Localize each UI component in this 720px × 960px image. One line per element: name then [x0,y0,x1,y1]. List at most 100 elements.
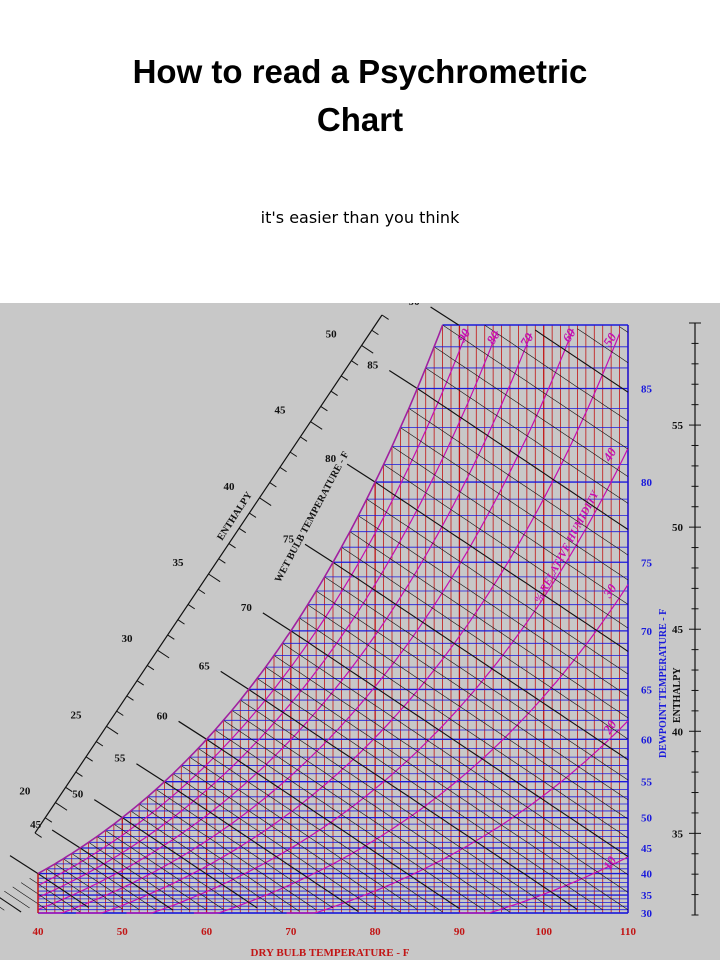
drybulb-tick-label: 90 [454,926,466,938]
enthalpy-tick-label-right: 50 [672,522,684,534]
rh-label: 80 [483,327,503,346]
enthalpy-tick-label-right: 35 [672,828,684,840]
wetbulb-tick-label: 55 [114,753,126,765]
rh-curve [37,328,469,887]
enthalpy-tick [75,771,83,777]
dewpoint-tick-label: 50 [641,813,653,825]
wetbulb-line [155,789,334,909]
wetbulb-line [4,890,30,909]
rh-curve [193,584,629,914]
wetbulb-line [408,408,629,556]
wetbulb-line [315,590,629,801]
wetbulb-tick-label: 50 [72,789,84,801]
rh-label: 70 [517,330,537,349]
page-title: How to read a Psychrometric Chart [0,48,720,144]
wetbulb-line [374,481,629,652]
wetbulb-line [138,803,300,912]
wetbulb-line [105,830,224,910]
wetbulb-line [79,847,174,911]
wetbulb-line [231,710,528,909]
wetbulb-tick-label: 70 [241,602,253,614]
wetbulb-line [206,738,460,910]
wetbulb-line [383,464,629,629]
enthalpy-tick [44,817,53,823]
wetbulb-line [88,842,190,911]
drybulb-axis-label: DRY BULB TEMPERATURE - F [251,947,410,959]
wetbulb-line [484,324,629,422]
wetbulb-line [577,328,629,363]
enthalpy-tick [208,573,221,583]
rh-curve [38,328,574,914]
wetbulb-line [46,868,106,909]
rh-curve [286,720,629,914]
rh-curve [37,331,498,899]
dewpoint-tick-label: 80 [641,477,653,489]
enthalpy-tick [106,725,119,735]
dewpoint-tick-label: 45 [641,843,653,855]
wetbulb-leader [93,799,123,819]
drybulb-tick-label: 80 [370,926,382,938]
enthalpy-tick [136,680,144,686]
wetbulb-line [121,817,258,909]
enthalpy-tick-label: 45 [275,405,287,417]
dewpoint-tick-label: 65 [641,684,653,696]
wetbulb-line [197,748,443,913]
dewpoint-tick-label: 40 [641,869,653,881]
rh-curve [459,856,629,914]
wetbulb-line [240,699,553,910]
enthalpy-tick [320,405,328,412]
wetbulb-line [290,630,629,858]
wetbulb-line [181,765,401,913]
enthalpy-tick [146,664,155,671]
rh-curve [126,448,629,914]
enthalpy-tick [95,741,104,747]
wetbulb-leader [430,306,459,326]
wetbulb-line [0,906,5,911]
enthalpy-tick [55,802,68,811]
wetbulb-line [299,617,629,839]
drybulb-tick-label: 50 [117,926,129,938]
wetbulb-line [442,324,629,450]
enthalpy-tick [157,649,170,659]
wetbulb-line [273,655,629,893]
page-title-line1: How to read a Psychrometric [132,53,588,90]
wetbulb-line [147,796,317,910]
enthalpy-tick [381,314,389,320]
enthalpy-tick [126,695,134,701]
wetbulb-line [223,720,511,913]
enthalpy-tick [167,634,175,640]
rh-label: 60 [559,325,579,344]
enthalpy-tick [249,512,257,518]
wetbulb-line [189,756,418,910]
wetbulb-tick-label: 75 [283,533,295,545]
wetbulb-line [130,810,283,913]
wetbulb-tick-label: 85 [367,359,379,371]
enthalpy-tick [269,482,277,488]
enthalpy-tick [340,375,349,381]
wetbulb-line [71,853,157,911]
wetbulb-line [416,388,629,530]
wetbulb-line [358,515,629,697]
enthalpy-tick-label-right: 40 [672,726,684,738]
drybulb-tick-label: 100 [535,926,552,938]
drybulb-tick-label: 40 [33,926,45,938]
wetbulb-tick-label: 65 [199,660,211,672]
wetbulb-line [534,329,629,393]
wetbulb-line [324,576,629,781]
enthalpy-tick [65,786,73,793]
wetbulb-leader [51,829,81,849]
wetbulb-leader [262,612,292,632]
enthalpy-tick [187,604,196,610]
drybulb-tick-label: 110 [620,926,636,938]
wetbulb-line [0,897,22,913]
enthalpy-tick [218,558,226,564]
wetbulb-line [172,773,376,910]
wetbulb-tick-label: 80 [325,453,337,465]
enthalpy-tick [310,421,323,430]
enthalpy-tick [279,466,287,473]
drybulb-tick-label: 60 [201,926,213,938]
wetbulb-leader [388,369,418,389]
wetbulb-line [54,863,123,910]
enthalpy-tick [351,360,359,366]
dewpoint-tick-label: 60 [641,734,653,746]
